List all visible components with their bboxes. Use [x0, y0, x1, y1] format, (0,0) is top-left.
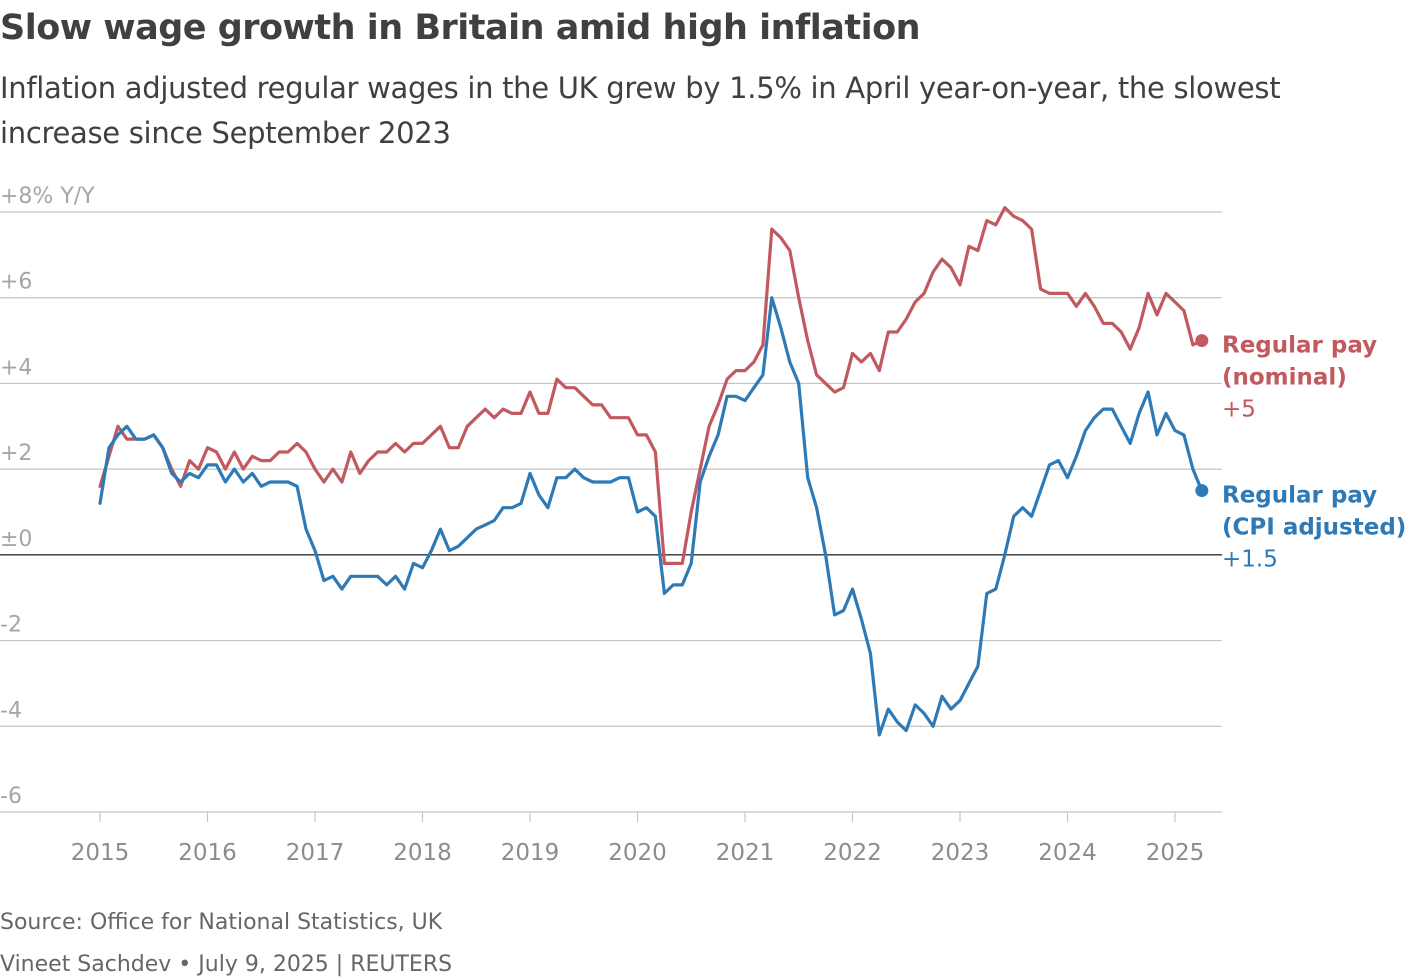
- chart-subtitle: Inflation adjusted regular wages in the …: [0, 71, 1281, 150]
- y-axis-labels: +8% Y/Y +6 +4 +2 ±0 -2 -4 -6: [0, 184, 95, 809]
- x-axis: 2015 2016 2017 2018 2019 2020 2021 2022 2023 2024…: [71, 812, 1205, 866]
- series-label: Regular pay: [1222, 333, 1377, 359]
- chart-title: Slow wage growth in Britain amid high in…: [0, 8, 921, 48]
- x-tick-label: 2019: [501, 840, 560, 866]
- series-end-value-label: +5: [1222, 397, 1256, 423]
- x-tick-label: 2025: [1146, 840, 1205, 866]
- x-tick-label: 2017: [286, 840, 345, 866]
- y-tick-label: ±0: [0, 527, 32, 552]
- y-tick-label: +8% Y/Y: [0, 184, 95, 209]
- gridlines: [0, 211, 1222, 813]
- series-end-marker: [1195, 334, 1209, 348]
- y-tick-label: -6: [0, 784, 22, 809]
- x-tick-label: 2023: [931, 840, 990, 866]
- x-tick-label: 2015: [71, 840, 130, 866]
- series-end-marker: [1195, 484, 1209, 498]
- y-tick-label: +4: [0, 355, 32, 380]
- x-tick-label: 2024: [1038, 840, 1097, 866]
- y-tick-label: +2: [0, 441, 32, 466]
- series-label: (CPI adjusted): [1222, 515, 1406, 541]
- x-tick-label: 2022: [823, 840, 882, 866]
- credit-line: Vineet Sachdev • July 9, 2025 | REUTERS: [0, 952, 453, 977]
- series-line-nominal: [98, 206, 1204, 566]
- series-group: [98, 206, 1209, 737]
- y-tick-label: -4: [0, 698, 22, 723]
- series-line-cpi-adjusted: [98, 296, 1204, 737]
- series-labels: Regular pay (nominal) +5 Regular pay (CPI ad…: [1222, 333, 1406, 573]
- y-tick-label: -2: [0, 613, 22, 638]
- series-end-value-label: +1.5: [1222, 547, 1278, 573]
- series-label: Regular pay: [1222, 483, 1377, 509]
- x-tick-label: 2021: [716, 840, 775, 866]
- series-label: (nominal): [1222, 365, 1347, 391]
- x-tick-label: 2020: [608, 840, 667, 866]
- y-tick-label: +6: [0, 270, 32, 295]
- source-note: Source: Office for National Statistics, …: [0, 910, 443, 935]
- x-tick-label: 2016: [178, 840, 237, 866]
- x-tick-label: 2018: [393, 840, 452, 866]
